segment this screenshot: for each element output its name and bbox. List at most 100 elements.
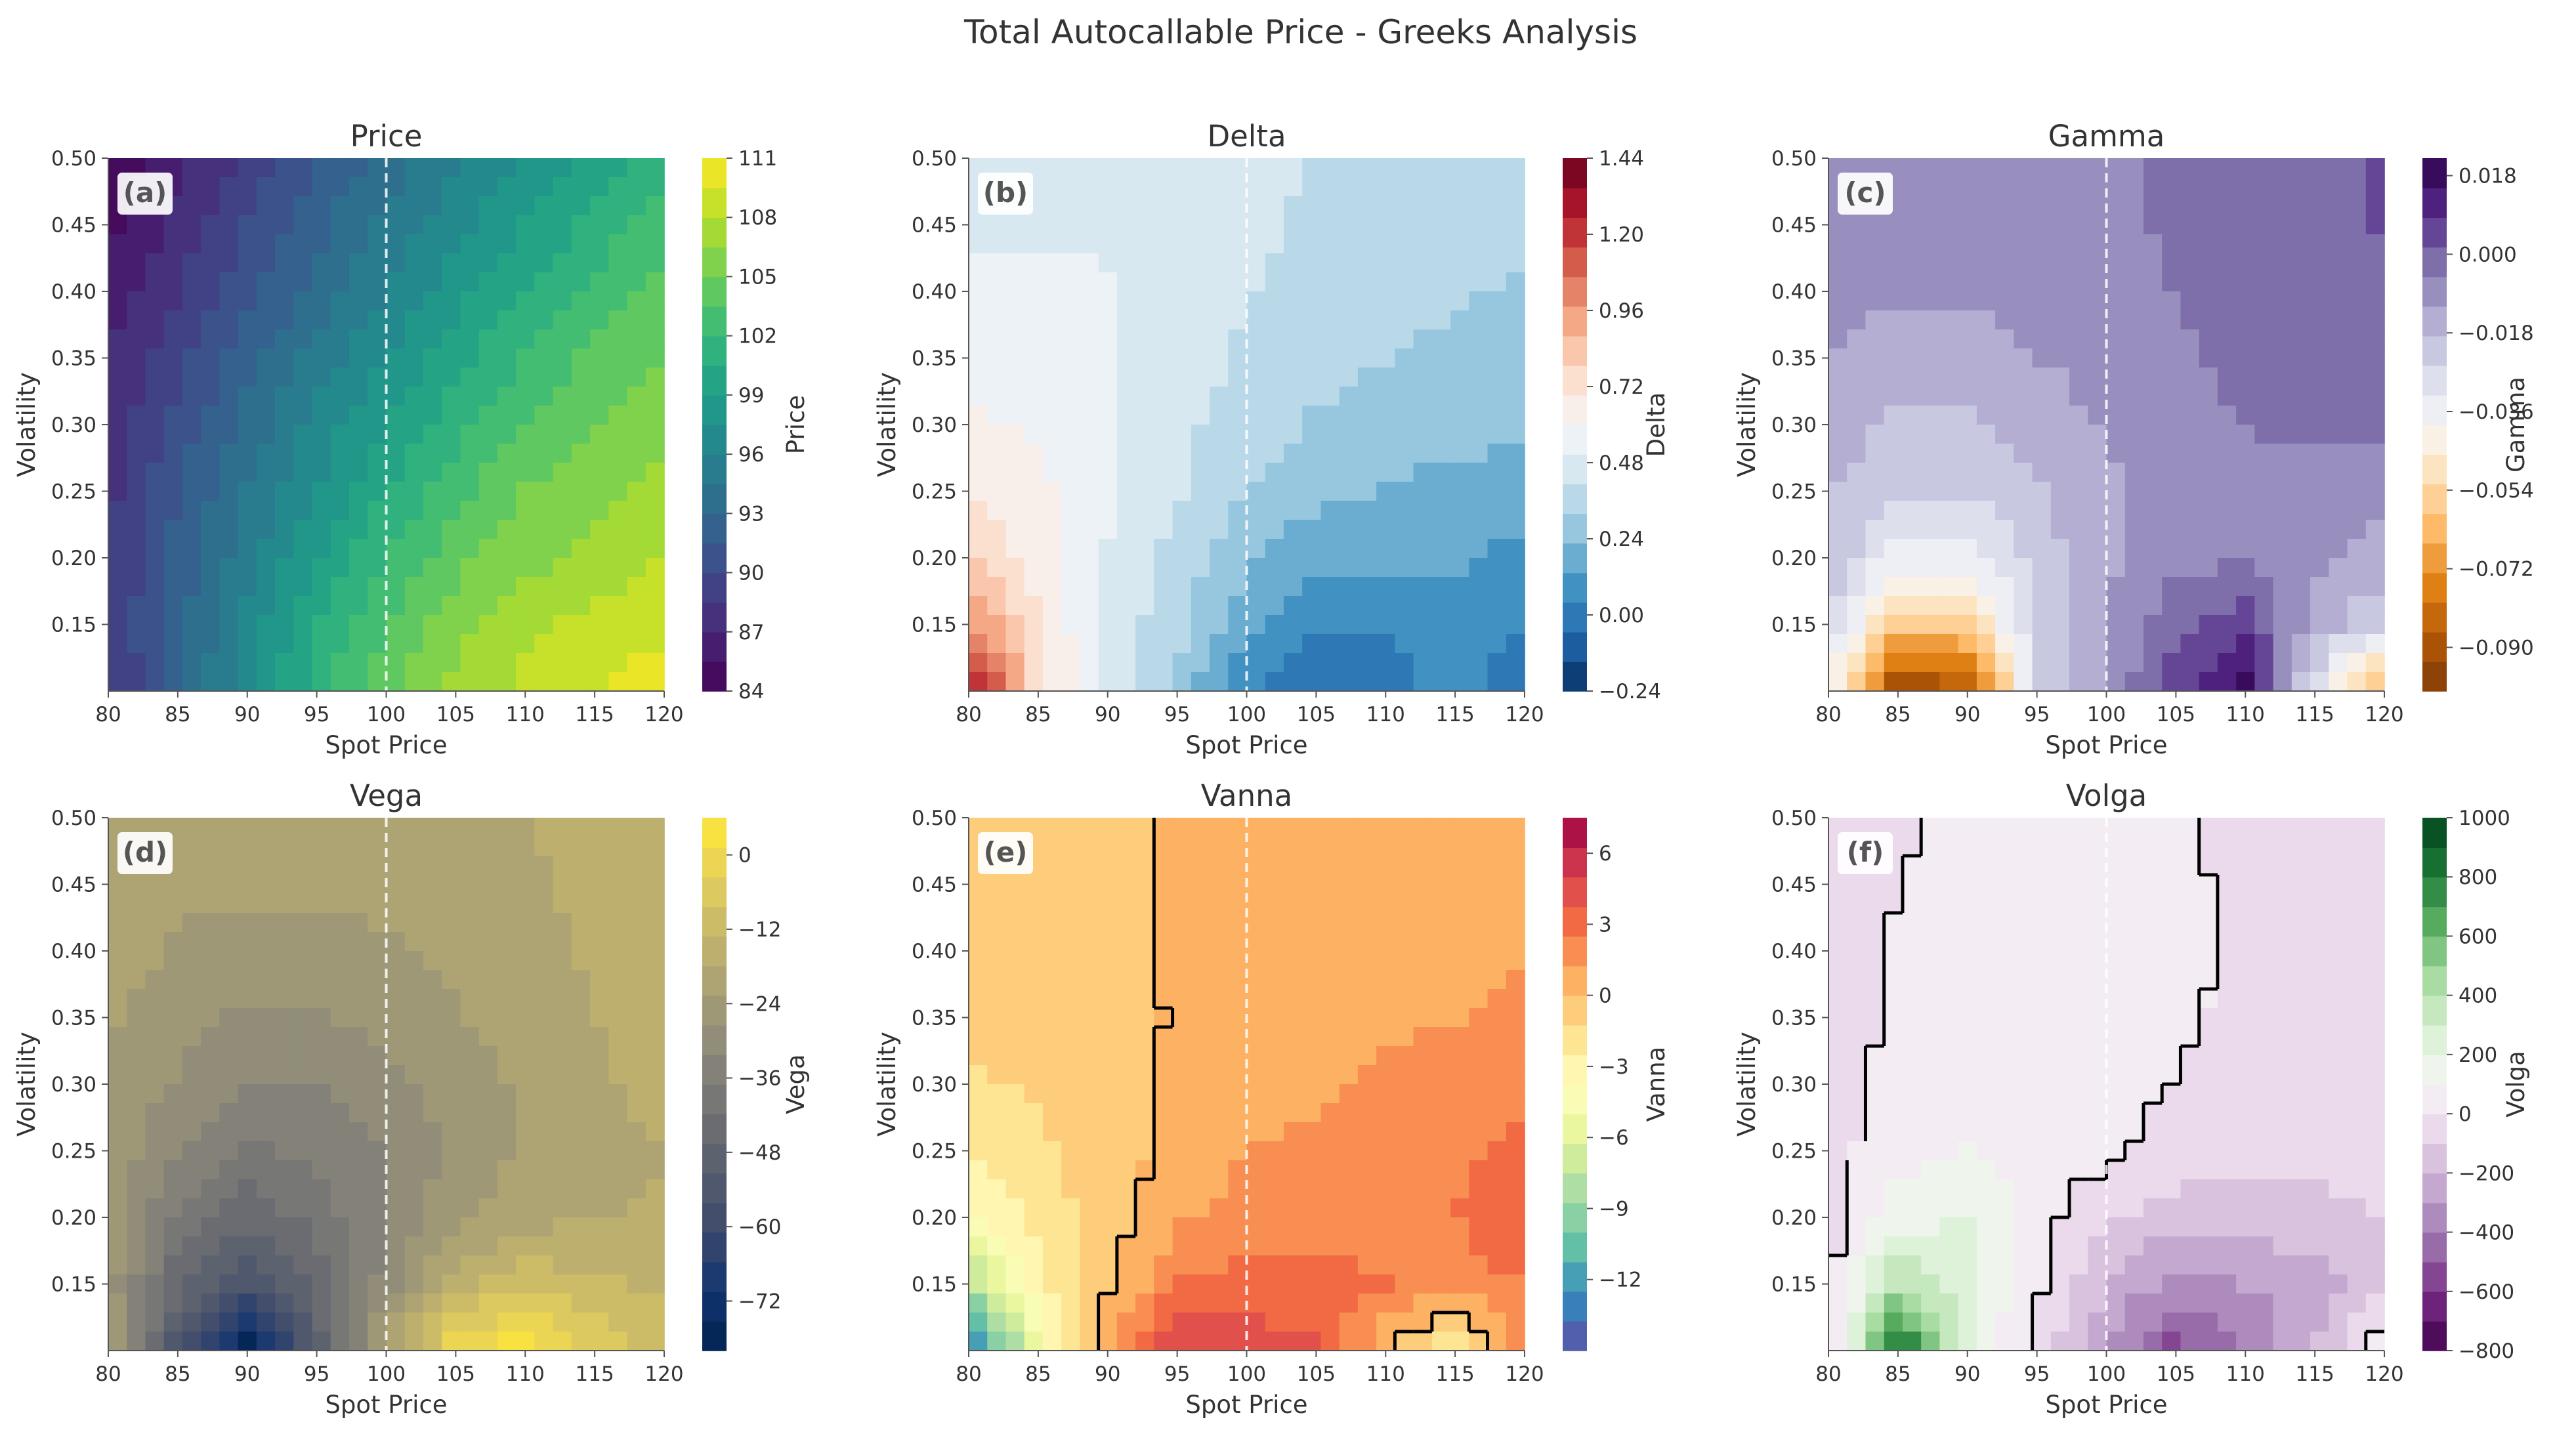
heatmap-cell — [293, 894, 313, 914]
heatmap-cell — [275, 1274, 295, 1294]
heatmap-cell — [1265, 653, 1284, 673]
heatmap-cell — [1246, 1332, 1266, 1351]
heatmap-cell — [1339, 970, 1359, 990]
heatmap-cell — [1902, 1008, 1922, 1028]
heatmap-cell — [1339, 1141, 1359, 1161]
heatmap-cell — [1413, 1274, 1433, 1294]
heatmap-cell — [516, 913, 536, 933]
heatmap-cell — [238, 951, 257, 971]
heatmap-cell — [1302, 444, 1322, 463]
heatmap-cell — [1395, 634, 1414, 654]
heatmap-cell — [1302, 272, 1322, 292]
heatmap-cell — [969, 1141, 988, 1161]
heatmap-cell — [1431, 1255, 1451, 1275]
panel-label: (a) — [123, 177, 167, 209]
heatmap-cell — [987, 1084, 1007, 1104]
heatmap-cell — [312, 387, 331, 406]
heatmap-cell — [1228, 1084, 1248, 1104]
heatmap-cell — [293, 634, 313, 654]
heatmap-cell — [1995, 406, 2015, 425]
heatmap-cell — [1469, 634, 1489, 654]
heatmap-cell — [534, 1236, 554, 1256]
heatmap-cell — [1135, 932, 1155, 952]
heatmap-cell — [2273, 894, 2292, 914]
heatmap-cell — [2106, 539, 2126, 558]
heatmap-cell — [2291, 520, 2311, 539]
heatmap-cell — [368, 482, 387, 501]
heatmap-cell — [2106, 234, 2126, 254]
heatmap-cell — [163, 1255, 183, 1275]
heatmap-cell — [1005, 348, 1025, 368]
x-tick-label: 100 — [367, 1362, 406, 1386]
heatmap-cell — [2273, 1008, 2292, 1028]
heatmap-cell — [1172, 539, 1192, 558]
heatmap-cell — [1450, 672, 1470, 692]
heatmap-cell — [1469, 1313, 1489, 1332]
heatmap-cell — [1828, 520, 1848, 539]
heatmap-cell — [478, 989, 498, 1009]
heatmap-cell — [1487, 501, 1507, 520]
heatmap-cell — [1042, 818, 1062, 837]
heatmap-cell — [987, 577, 1007, 597]
heatmap-cell — [969, 634, 988, 654]
heatmap-cell — [2310, 913, 2330, 933]
heatmap-cell — [1413, 158, 1433, 178]
heatmap-cell — [127, 1332, 146, 1351]
heatmap-cell — [497, 1332, 517, 1351]
heatmap-cell — [1865, 951, 1885, 971]
heatmap-cell — [1828, 501, 1848, 520]
heatmap-cell — [2273, 253, 2292, 273]
heatmap-cell — [1135, 1255, 1155, 1275]
heatmap-cell — [1191, 875, 1210, 894]
heatmap-cell — [182, 348, 201, 368]
heatmap-cell — [2180, 1027, 2200, 1047]
heatmap-cell — [1283, 1179, 1303, 1199]
heatmap-cell — [386, 425, 406, 444]
heatmap-cell — [1431, 177, 1451, 197]
heatmap-cell — [1487, 291, 1507, 311]
heatmap-cell — [1005, 444, 1025, 463]
heatmap-cell — [2273, 177, 2292, 197]
heatmap-cell — [312, 348, 331, 368]
heatmap-cell — [2329, 913, 2348, 933]
heatmap-cell — [1116, 158, 1136, 178]
heatmap-cell — [2347, 913, 2367, 933]
heatmap-cell — [571, 387, 591, 406]
heatmap-cell — [645, 1236, 665, 1256]
heatmap-cell — [1847, 539, 1867, 558]
heatmap-cell — [404, 894, 424, 914]
heatmap-cell — [1172, 837, 1192, 856]
heatmap-cell — [1042, 501, 1062, 520]
heatmap-cell — [2014, 577, 2033, 597]
heatmap-cell — [1061, 1179, 1081, 1199]
heatmap-cell — [1995, 463, 2015, 482]
heatmap-cell — [478, 1160, 498, 1180]
heatmap-cell — [442, 1255, 461, 1275]
heatmap-cell — [2069, 653, 2089, 673]
heatmap-cell — [1228, 634, 1248, 654]
heatmap-cell — [330, 932, 350, 952]
heatmap-cell — [2236, 291, 2256, 311]
heatmap-cell — [386, 1313, 406, 1332]
heatmap-cell — [2329, 856, 2348, 875]
heatmap-cell — [460, 310, 480, 330]
heatmap-cell — [293, 196, 313, 216]
heatmap-cell — [1339, 539, 1359, 558]
heatmap-cell — [1024, 348, 1044, 368]
heatmap-cell — [516, 558, 536, 578]
heatmap-cell — [2106, 253, 2126, 273]
heatmap-cell — [1976, 615, 1996, 635]
heatmap-cell — [645, 215, 665, 235]
heatmap-cell — [2069, 818, 2089, 837]
heatmap-cell — [1080, 596, 1099, 616]
heatmap-cell — [1154, 310, 1173, 330]
heatmap-cell — [1339, 1255, 1359, 1275]
colorbar-tick-label: 111 — [738, 147, 777, 171]
heatmap-cell — [2106, 329, 2126, 349]
heatmap-cell — [293, 482, 313, 501]
heatmap-cell — [1921, 177, 1941, 197]
heatmap-cell — [1191, 653, 1210, 673]
heatmap-cell — [2014, 482, 2033, 501]
heatmap-cell — [1154, 1027, 1173, 1047]
heatmap-cell — [645, 368, 665, 387]
